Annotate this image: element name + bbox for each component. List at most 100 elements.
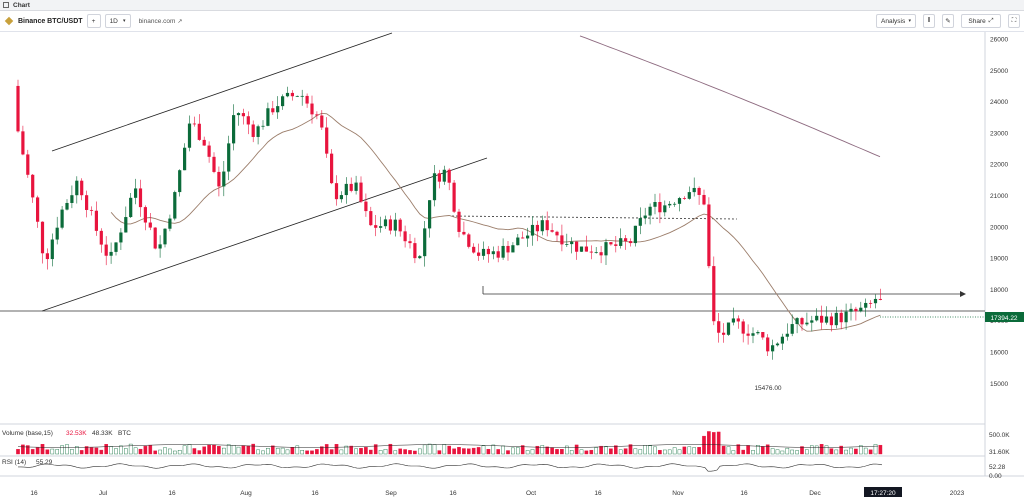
candle-body[interactable] — [800, 318, 804, 325]
candle-body[interactable] — [148, 222, 152, 228]
candle-body[interactable] — [775, 343, 780, 346]
candle-body[interactable] — [457, 211, 461, 232]
candle-body[interactable] — [393, 219, 397, 231]
candle-body[interactable] — [477, 252, 481, 256]
candle-body[interactable] — [472, 246, 476, 253]
candle-body[interactable] — [192, 123, 196, 125]
channel-lower-line[interactable] — [41, 157, 488, 312]
candle-body[interactable] — [677, 198, 682, 204]
candle-body[interactable] — [658, 202, 662, 213]
candle-body[interactable] — [815, 315, 819, 321]
candle-body[interactable] — [447, 169, 451, 183]
candle-body[interactable] — [785, 333, 789, 337]
candle-body[interactable] — [330, 153, 334, 184]
candle-body[interactable] — [339, 195, 343, 200]
candle-body[interactable] — [663, 205, 667, 213]
draw-button[interactable]: ✎ — [942, 14, 954, 28]
candle-body[interactable] — [869, 302, 873, 304]
candle-body[interactable] — [266, 108, 270, 126]
candle-body[interactable] — [707, 204, 711, 267]
candle-body[interactable] — [271, 108, 275, 113]
candle-body[interactable] — [143, 207, 147, 223]
add-symbol-button[interactable]: + — [86, 14, 101, 28]
interval-select[interactable]: 1D ▾ — [104, 14, 131, 28]
candle-body[interactable] — [129, 197, 133, 218]
candle-body[interactable] — [697, 187, 701, 195]
candle-body[interactable] — [119, 232, 123, 243]
candle-body[interactable] — [408, 241, 412, 244]
candle-body[interactable] — [722, 332, 726, 335]
candle-body[interactable] — [432, 173, 437, 201]
candle-body[interactable] — [790, 324, 794, 334]
candle-body[interactable] — [452, 182, 456, 212]
candle-body[interactable] — [540, 220, 544, 232]
candle-body[interactable] — [619, 238, 623, 246]
candle-body[interactable] — [163, 228, 167, 245]
candle-body[interactable] — [281, 96, 285, 107]
symbol-label[interactable]: Binance BTC/USDT — [18, 17, 83, 25]
candle-body[interactable] — [761, 332, 765, 338]
time-axis[interactable]: 16 Jul 16 Aug 16 Sep 16 Oct 16 Nov 16 Dec 2023 — [30, 490, 964, 497]
candle-body[interactable] — [873, 298, 878, 304]
candle-body[interactable] — [89, 209, 94, 211]
candle-body[interactable] — [824, 316, 829, 323]
candle-body[interactable] — [251, 124, 255, 137]
candle-body[interactable] — [75, 180, 79, 196]
candle-body[interactable] — [780, 336, 784, 344]
candle-body[interactable] — [589, 251, 593, 253]
candle-body[interactable] — [575, 241, 579, 252]
candle-body[interactable] — [124, 217, 128, 233]
candle-body[interactable] — [844, 311, 848, 323]
candle-body[interactable] — [624, 238, 628, 242]
candle-body[interactable] — [227, 143, 231, 172]
candle-body[interactable] — [138, 188, 143, 208]
candle-body[interactable] — [222, 171, 226, 187]
candle-body[interactable] — [295, 95, 299, 97]
candle-body[interactable] — [207, 145, 211, 157]
candle-body[interactable] — [741, 321, 745, 334]
candle-body[interactable] — [633, 225, 637, 244]
candle-body[interactable] — [349, 183, 353, 191]
candle-body[interactable] — [99, 230, 103, 245]
candle-body[interactable] — [614, 244, 618, 246]
candle-body[interactable] — [545, 220, 549, 231]
candle-body[interactable] — [653, 202, 657, 207]
candle-body[interactable] — [526, 235, 530, 239]
candle-body[interactable] — [158, 244, 162, 249]
candle-body[interactable] — [859, 307, 863, 312]
candle-body[interactable] — [560, 235, 564, 245]
candle-body[interactable] — [60, 209, 64, 228]
candle-body[interactable] — [467, 234, 471, 247]
candle-body[interactable] — [766, 337, 770, 352]
candle-body[interactable] — [550, 230, 554, 232]
candle-body[interactable] — [153, 227, 157, 249]
candle-body[interactable] — [849, 308, 853, 312]
candle-body[interactable] — [839, 312, 843, 323]
candle-body[interactable] — [236, 113, 241, 116]
candle-body[interactable] — [45, 253, 49, 260]
candle-body[interactable] — [829, 316, 833, 326]
candle-body[interactable] — [261, 125, 265, 127]
candle-body[interactable] — [795, 318, 799, 325]
candle-body[interactable] — [354, 182, 358, 191]
candle-body[interactable] — [638, 218, 642, 226]
candle-body[interactable] — [643, 215, 647, 219]
candle-body[interactable] — [178, 170, 182, 193]
candle-body[interactable] — [398, 219, 402, 232]
candle-body[interactable] — [555, 231, 559, 236]
candle-body[interactable] — [183, 147, 187, 171]
candle-body[interactable] — [55, 227, 59, 240]
candle-body[interactable] — [604, 242, 608, 256]
candle-body[interactable] — [359, 182, 363, 202]
candle-body[interactable] — [256, 126, 260, 137]
candle-body[interactable] — [501, 245, 505, 258]
candle-body[interactable] — [114, 242, 118, 252]
candle-body[interactable] — [134, 188, 138, 198]
candle-body[interactable] — [702, 194, 706, 205]
candle-body[interactable] — [413, 243, 417, 259]
candle-body[interactable] — [325, 127, 329, 154]
candlesticks[interactable] — [16, 79, 882, 360]
candle-body[interactable] — [310, 103, 314, 115]
candle-body[interactable] — [109, 251, 113, 256]
candle-body[interactable] — [369, 211, 373, 226]
